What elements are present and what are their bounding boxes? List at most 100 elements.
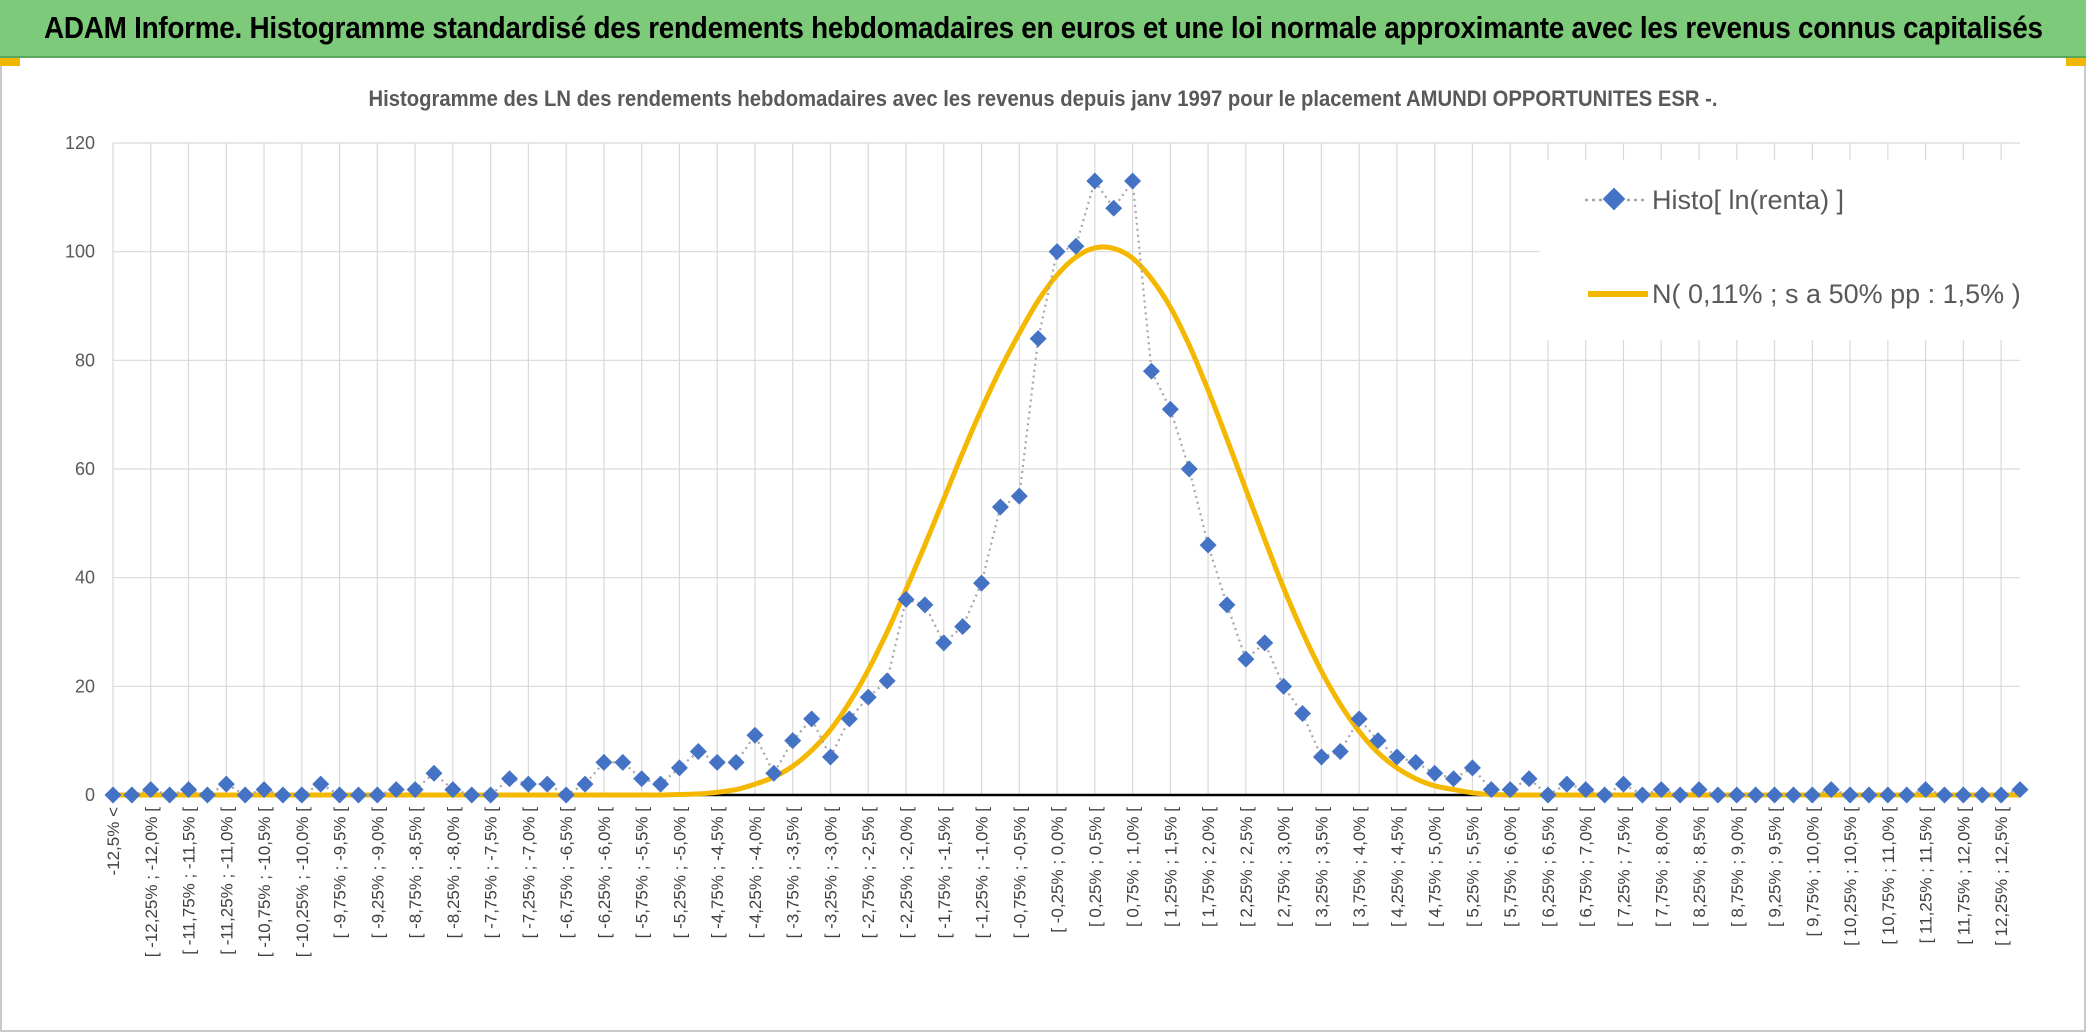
x-tick-label: [ -9,25% ; -9,0% [ bbox=[368, 807, 387, 939]
histo-point bbox=[1482, 781, 1500, 799]
x-tick-label: [ 4,25% ; 4,5% [ bbox=[1388, 807, 1407, 927]
y-tick-label: 20 bbox=[75, 676, 95, 696]
histo-point bbox=[274, 786, 292, 804]
histo-point bbox=[180, 781, 198, 799]
histo-point bbox=[954, 618, 972, 636]
histo-point bbox=[349, 786, 367, 804]
histo-point bbox=[538, 775, 556, 793]
histo-point bbox=[463, 786, 481, 804]
report-banner: ADAM Informe. Histogramme standardisé de… bbox=[0, 0, 2086, 58]
histo-point bbox=[1822, 781, 1840, 799]
histo-point bbox=[1784, 786, 1802, 804]
histo-point bbox=[1803, 786, 1821, 804]
histo-point bbox=[765, 764, 783, 782]
x-tick-label: [ -2,25% ; -2,0% [ bbox=[897, 807, 916, 939]
x-tick-label: [ -10,75% ; -10,5% [ bbox=[255, 807, 274, 958]
histo-point bbox=[1652, 781, 1670, 799]
histo-point bbox=[1671, 786, 1689, 804]
histo-point bbox=[293, 786, 311, 804]
histo-point bbox=[1010, 487, 1028, 505]
histo-point bbox=[803, 710, 821, 728]
histo-point bbox=[1860, 786, 1878, 804]
x-tick-label: [ -6,25% ; -6,0% [ bbox=[595, 807, 614, 939]
histo-point bbox=[840, 710, 858, 728]
x-tick-label: [ 10,75% ; 11,0% [ bbox=[1879, 807, 1898, 945]
y-tick-label: 100 bbox=[65, 242, 95, 262]
x-tick-label: [ 1,25% ; 1,5% [ bbox=[1161, 807, 1180, 927]
x-tick-label: [ 3,75% ; 4,0% [ bbox=[1350, 807, 1369, 927]
x-tick-label: -12,5% < bbox=[104, 807, 123, 876]
histo-point bbox=[1558, 775, 1576, 793]
histo-point bbox=[406, 781, 424, 799]
histo-point bbox=[104, 786, 122, 804]
histo-point bbox=[519, 775, 537, 793]
x-tick-label: [ 11,75% ; 12,0% [ bbox=[1954, 807, 1973, 945]
corner-accent-left bbox=[0, 58, 20, 66]
x-tick-label: [ 7,25% ; 7,5% [ bbox=[1614, 807, 1633, 927]
y-axis-ticks: 0 20 40 60 80 100 120 bbox=[65, 133, 95, 805]
histo-point bbox=[670, 759, 688, 777]
x-tick-label: [ 2,25% ; 2,5% [ bbox=[1237, 807, 1256, 927]
x-tick-label: [ -0,25% ; 0,0% [ bbox=[1048, 807, 1067, 933]
x-tick-label: [ -3,25% ; -3,0% [ bbox=[821, 807, 840, 939]
histo-point bbox=[916, 596, 934, 614]
x-tick-label: [ -4,75% ; -4,5% [ bbox=[708, 807, 727, 939]
histo-point bbox=[1124, 172, 1142, 190]
legend-background bbox=[1540, 160, 2020, 340]
x-tick-label: [ -0,75% ; -0,5% [ bbox=[1010, 807, 1029, 939]
histo-point bbox=[859, 688, 877, 706]
x-tick-label: [ 0,75% ; 1,0% [ bbox=[1124, 807, 1143, 927]
histo-point bbox=[1973, 786, 1991, 804]
histo-point bbox=[444, 781, 462, 799]
x-tick-label: [ -5,25% ; -5,0% [ bbox=[670, 807, 689, 939]
histo-point bbox=[2011, 781, 2029, 799]
histo-point bbox=[1048, 243, 1066, 261]
histo-point bbox=[614, 753, 632, 771]
histo-point bbox=[1935, 786, 1953, 804]
x-tick-label: [ -8,75% ; -8,5% [ bbox=[406, 807, 425, 939]
histo-point bbox=[1312, 748, 1330, 766]
histo-point bbox=[1841, 786, 1859, 804]
histo-point bbox=[878, 672, 896, 690]
histo-point bbox=[1766, 786, 1784, 804]
x-tick-label: [ 4,75% ; 5,0% [ bbox=[1426, 807, 1445, 927]
histo-point bbox=[331, 786, 349, 804]
x-tick-label: [ 7,75% ; 8,0% [ bbox=[1652, 807, 1671, 927]
x-axis-ticks: -12,5% < [ -12,25% ; -12,0% [[ -11,75% ; … bbox=[104, 807, 2011, 958]
histo-point bbox=[1728, 786, 1746, 804]
histo-point bbox=[1633, 786, 1651, 804]
legend-normal-label: N( 0,11% ; s a 50% pp : 1,5% ) bbox=[1652, 279, 2021, 309]
histo-dotted-line bbox=[113, 177, 2021, 797]
y-tick-label: 120 bbox=[65, 133, 95, 153]
histo-point bbox=[312, 775, 330, 793]
histo-point bbox=[217, 775, 235, 793]
histo-point bbox=[727, 753, 745, 771]
histo-point bbox=[973, 574, 991, 592]
histo-point bbox=[1331, 743, 1349, 761]
histo-point bbox=[1709, 786, 1727, 804]
x-tick-label: [ 0,25% ; 0,5% [ bbox=[1086, 807, 1105, 927]
histo-point bbox=[1199, 536, 1217, 554]
histo-point bbox=[821, 748, 839, 766]
x-tick-label: [ -1,25% ; -1,0% [ bbox=[973, 807, 992, 939]
chart-legend[interactable]: Histo[ ln(renta) ] N( 0,11% ; s a 50% pp… bbox=[1540, 160, 2021, 340]
histo-point bbox=[1256, 634, 1274, 652]
plot-series bbox=[104, 172, 2029, 804]
x-tick-label: [ -4,25% ; -4,0% [ bbox=[746, 807, 765, 939]
histo-point bbox=[689, 743, 707, 761]
x-tick-label: [ -7,75% ; -7,5% [ bbox=[482, 807, 501, 939]
histo-point bbox=[236, 786, 254, 804]
x-tick-label: [ -11,75% ; -11,5% [ bbox=[180, 807, 199, 955]
x-tick-label: [ 10,25% ; 10,5% [ bbox=[1841, 807, 1860, 946]
histo-point bbox=[1105, 199, 1123, 217]
x-tick-label: [ 2,75% ; 3,0% [ bbox=[1275, 807, 1294, 927]
histo-point bbox=[1237, 650, 1255, 668]
x-tick-label: [ -10,25% ; -10,0% [ bbox=[293, 807, 312, 958]
histo-point bbox=[557, 786, 575, 804]
x-tick-label: [ 9,75% ; 10,0% [ bbox=[1803, 807, 1822, 937]
histo-point bbox=[123, 786, 141, 804]
x-tick-label: [ 9,25% ; 9,5% [ bbox=[1766, 807, 1785, 927]
histo-point bbox=[576, 775, 594, 793]
gridlines bbox=[112, 142, 2020, 795]
